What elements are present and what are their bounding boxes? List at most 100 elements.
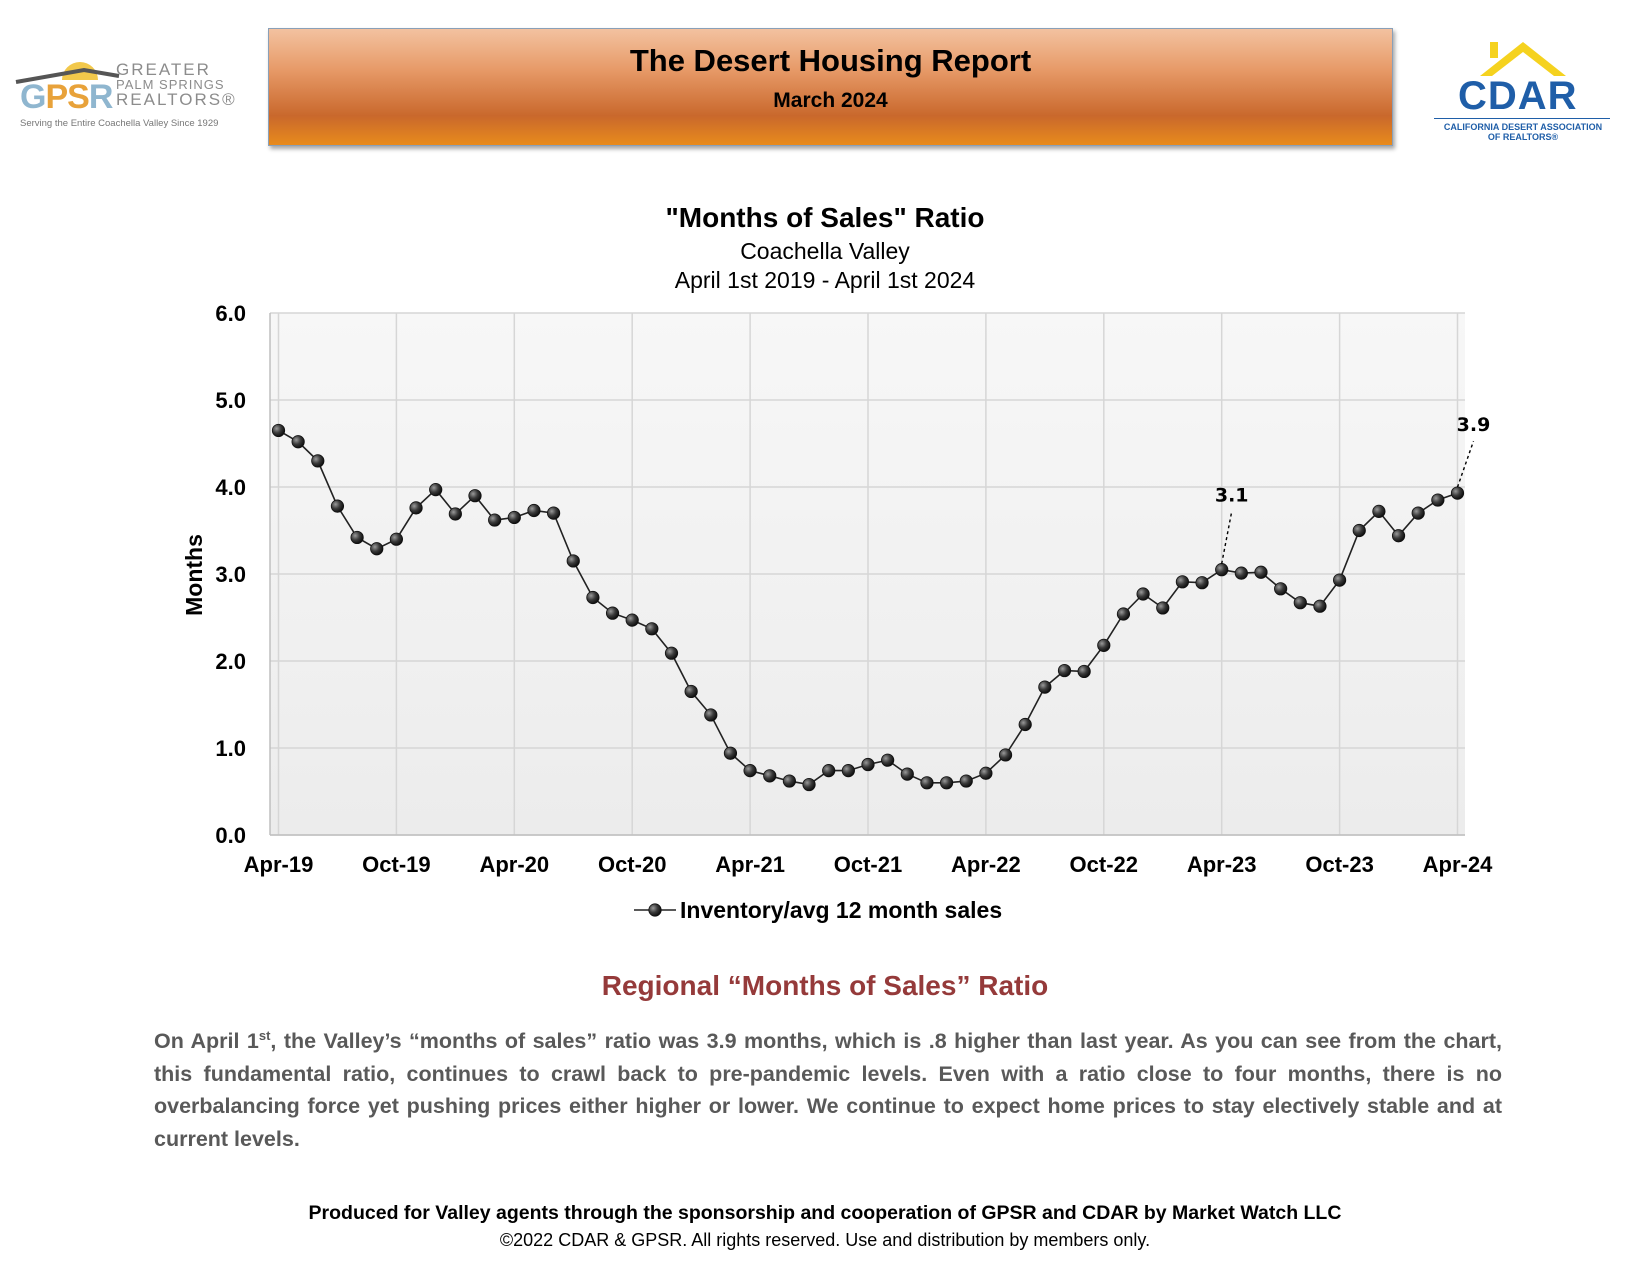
data-point xyxy=(625,613,639,627)
cdar-subtitle: CALIFORNIA DESERT ASSOCIATION OF REALTOR… xyxy=(1443,122,1603,142)
data-point xyxy=(900,767,914,781)
months-of-sales-chart: 0.0 1.0 2.0 3.0 4.0 5.0 6.0 Apr-19 Oct-19 Apr-20 O… xyxy=(181,301,1493,923)
data-point xyxy=(664,646,679,660)
data-point xyxy=(1234,566,1248,580)
data-point xyxy=(841,764,855,778)
cdar-logo: CDAR CALIFORNIA DESERT ASSOCIATION OF RE… xyxy=(1428,38,1618,148)
y-tick-label: 4.0 xyxy=(215,475,246,500)
data-point xyxy=(1018,717,1032,732)
data-point xyxy=(1352,523,1366,538)
data-point xyxy=(1450,486,1465,500)
gpsr-letters: GPSR xyxy=(20,78,113,116)
data-point xyxy=(546,506,561,520)
x-tick-label: Oct-23 xyxy=(1305,852,1373,877)
data-point xyxy=(330,499,345,513)
x-tick-label: Apr-22 xyxy=(951,852,1021,877)
gpsr-tagline: Serving the Entire Coachella Valley Sinc… xyxy=(20,118,219,129)
data-point xyxy=(527,503,541,518)
data-point xyxy=(998,748,1013,762)
data-point xyxy=(448,507,462,521)
data-point xyxy=(429,483,443,497)
data-point xyxy=(743,764,757,778)
data-point xyxy=(271,423,286,438)
data-point xyxy=(1254,565,1268,579)
data-point xyxy=(1313,599,1327,613)
data-point xyxy=(586,590,600,605)
data-point xyxy=(1156,601,1170,615)
data-point xyxy=(1136,587,1150,601)
data-point xyxy=(1215,563,1229,577)
data-point xyxy=(488,513,502,527)
data-point xyxy=(684,684,698,699)
data-point xyxy=(645,622,659,636)
y-tick-label: 0.0 xyxy=(215,823,246,848)
data-point xyxy=(1293,596,1307,610)
x-tick-label: Oct-21 xyxy=(834,852,902,877)
annotation-leader xyxy=(1221,511,1233,564)
data-point xyxy=(1077,664,1091,679)
data-point xyxy=(822,764,836,778)
report-title: The Desert Housing Report xyxy=(629,43,1032,78)
section-title: Regional “Months of Sales” Ratio xyxy=(601,970,1049,1001)
y-tick-label: 5.0 xyxy=(215,388,246,413)
report-date: March 2024 xyxy=(773,89,888,112)
data-point xyxy=(1038,680,1052,694)
data-point xyxy=(1274,582,1288,596)
data-point xyxy=(311,454,325,468)
house-roof-icon xyxy=(1480,42,1566,76)
cdar-divider xyxy=(1434,118,1610,119)
data-point xyxy=(1195,576,1209,590)
x-tick-label: Apr-23 xyxy=(1187,852,1257,877)
data-point xyxy=(350,530,364,545)
y-tick-label: 3.0 xyxy=(215,562,246,587)
y-tick-label: 6.0 xyxy=(215,301,246,326)
data-point xyxy=(763,769,777,783)
x-tick-label: Oct-19 xyxy=(362,852,430,877)
sun-roof-icon xyxy=(15,62,120,84)
chart-title: "Months of Sales" Ratio xyxy=(665,202,985,233)
gpsr-name: GREATER PALM SPRINGS REALTORS® xyxy=(116,60,237,109)
data-point xyxy=(291,435,305,449)
x-tick-label: Oct-22 xyxy=(1070,852,1138,877)
data-point xyxy=(605,606,620,620)
report-banner: The Desert Housing Report March 2024 xyxy=(268,28,1393,146)
x-tick-label: Apr-24 xyxy=(1423,852,1493,877)
data-point xyxy=(1175,575,1190,589)
data-point xyxy=(881,753,895,767)
data-point xyxy=(1372,504,1386,518)
data-point xyxy=(370,542,384,556)
data-point xyxy=(861,757,875,772)
legend-label: Inventory/avg 12 month sales xyxy=(680,897,1002,923)
data-point xyxy=(1057,663,1072,678)
x-tick-label: Apr-19 xyxy=(244,852,314,877)
x-tick-label: Apr-21 xyxy=(715,852,785,877)
footer-sponsorship: Produced for Valley agents through the s… xyxy=(308,1202,1342,1224)
y-tick-label: 1.0 xyxy=(215,736,246,761)
y-axis-label: Months xyxy=(181,534,207,616)
chart-subtitle-daterange: April 1st 2019 - April 1st 2024 xyxy=(674,267,976,293)
annotation-leader xyxy=(1456,440,1475,488)
data-point xyxy=(1116,607,1131,621)
legend-marker xyxy=(648,903,662,917)
data-point xyxy=(389,532,403,546)
data-point xyxy=(1431,493,1445,507)
data-point xyxy=(507,510,521,525)
x-tick-label: Oct-20 xyxy=(598,852,666,877)
commentary-paragraph: On April 1st, the Valley’s “months of sa… xyxy=(154,1028,1502,1151)
chart-subtitle-region: Coachella Valley xyxy=(740,238,910,264)
data-point xyxy=(704,708,718,722)
data-point xyxy=(939,776,954,790)
data-point xyxy=(782,774,797,788)
cdar-wordmark: CDAR xyxy=(1458,74,1578,118)
gpsr-logo: GPSR GREATER PALM SPRINGS REALTORS® Serv… xyxy=(14,52,254,132)
data-point xyxy=(1391,529,1406,543)
x-tick-label: Apr-20 xyxy=(479,852,549,877)
data-point xyxy=(802,777,816,792)
data-point xyxy=(1097,638,1111,652)
data-label: 3.1 xyxy=(1215,485,1249,507)
data-label: 3.9 xyxy=(1457,414,1491,436)
data-point xyxy=(979,766,993,780)
data-point xyxy=(409,501,423,515)
data-point xyxy=(920,776,934,790)
footer-copyright: ©2022 CDAR & GPSR. All rights reserved. … xyxy=(499,1230,1151,1250)
